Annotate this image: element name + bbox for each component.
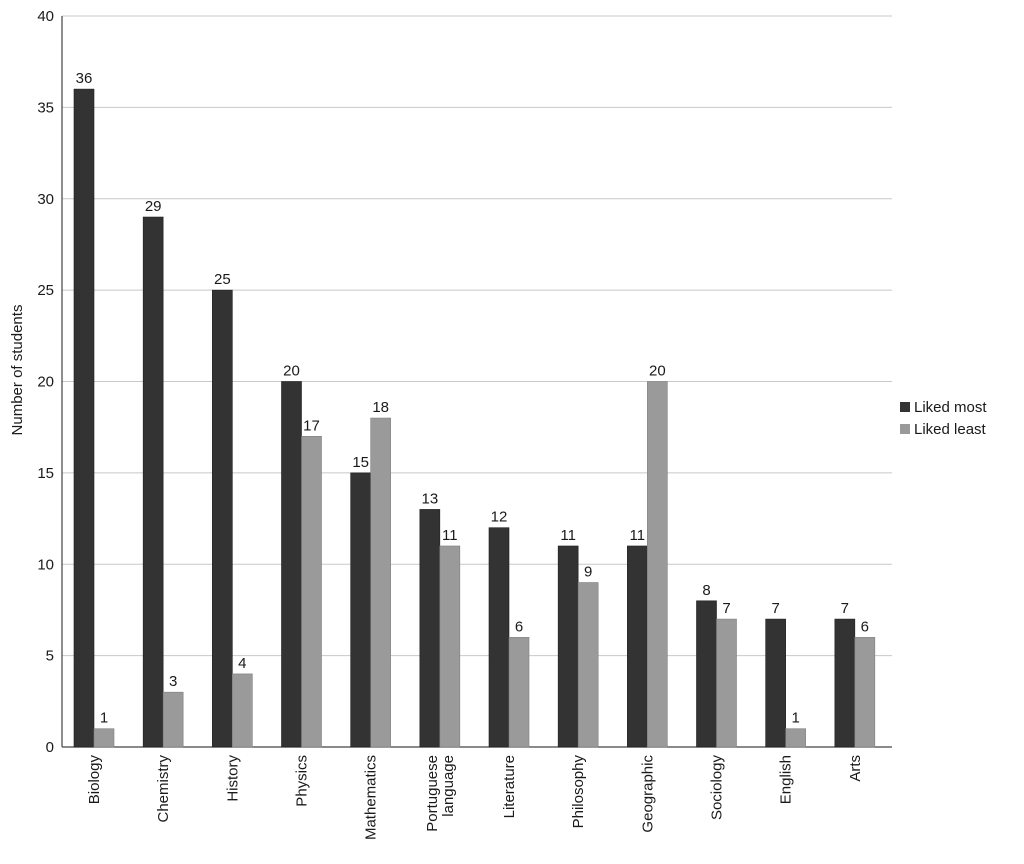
y-axis-title: Number of students: [9, 305, 26, 436]
axes: 0 5 10 15 20 25 30 35 40: [37, 8, 892, 756]
bar-liked-most: [419, 509, 441, 748]
legend-label: Liked least: [914, 421, 987, 438]
y-tick-label: 10: [37, 556, 54, 573]
bar-liked-most: [627, 545, 648, 748]
legend-swatch: [900, 402, 910, 412]
x-tick-label: Chemistry: [155, 755, 172, 823]
bar-liked-least: [162, 691, 184, 748]
data-label: 1: [100, 710, 108, 727]
x-category-label: Arts: [847, 755, 864, 782]
data-label: 13: [421, 490, 438, 507]
bar-liked-most: [142, 216, 164, 748]
data-label: 12: [491, 509, 508, 526]
data-label: 18: [372, 399, 389, 416]
bar-liked-least: [93, 728, 115, 748]
legend-label: Liked most: [914, 399, 987, 416]
y-tick-label: 30: [37, 191, 54, 208]
y-tick-label: 5: [46, 648, 54, 665]
legend-swatch: [900, 424, 910, 434]
bar-liked-least: [370, 417, 391, 748]
bar-liked-least: [716, 618, 737, 748]
x-tick-label: Portugueselanguage: [424, 755, 457, 832]
y-tick-label: 40: [37, 8, 54, 25]
bar-liked-most: [834, 618, 856, 748]
y-tick-label: 25: [37, 282, 54, 299]
x-category-label: Geographic: [639, 755, 656, 833]
bar-liked-least: [785, 728, 806, 748]
data-label: 7: [722, 600, 730, 617]
category-labels: Biology Chemistry History Physics Mathematic…: [86, 755, 864, 841]
y-tick-label: 20: [37, 374, 54, 391]
data-label: 3: [169, 673, 177, 690]
data-label: 17: [303, 417, 320, 434]
x-tick-label: Arts: [847, 755, 864, 782]
bar-liked-least: [232, 673, 253, 748]
bar-liked-most: [765, 618, 786, 748]
x-category-label: Chemistry: [155, 755, 172, 823]
x-category-label: Biology: [86, 755, 103, 805]
data-label: 6: [861, 618, 869, 635]
bar-liked-most: [212, 289, 233, 748]
bar-liked-most: [281, 381, 302, 748]
x-tick-label: Literature: [501, 755, 518, 818]
data-label: 15: [352, 454, 369, 471]
bar-liked-most: [73, 88, 95, 748]
data-label: 20: [283, 363, 300, 380]
bar-liked-most: [696, 600, 717, 748]
x-tick-label: History: [224, 755, 241, 802]
data-label: 1: [791, 710, 799, 727]
x-category-label: Sociology: [709, 755, 726, 821]
data-label: 36: [76, 70, 93, 87]
x-tick-label: Sociology: [709, 755, 726, 821]
x-tick-label: English: [778, 755, 795, 804]
x-tick-label: Mathematics: [363, 755, 380, 840]
bars: [73, 88, 876, 748]
bar-liked-least: [439, 545, 461, 748]
data-label: 7: [841, 600, 849, 617]
bar-liked-most: [488, 527, 510, 748]
data-label: 6: [515, 618, 523, 635]
data-label: 20: [649, 363, 666, 380]
data-label: 4: [238, 655, 246, 672]
bar-liked-most: [557, 545, 579, 748]
y-tick-label: 35: [37, 99, 54, 116]
x-category-label: Literature: [501, 755, 518, 818]
y-tick-label: 15: [37, 465, 54, 482]
x-tick-label: Biology: [86, 755, 103, 805]
x-category-label: Philosophy: [570, 755, 587, 829]
x-category-label: History: [224, 755, 241, 802]
bar-liked-least: [577, 582, 599, 748]
bar-liked-least: [301, 436, 322, 748]
data-label: 9: [584, 564, 592, 581]
bar-liked-least: [854, 637, 876, 748]
x-category-label: English: [778, 755, 795, 804]
x-tick-label: Geographic: [639, 755, 656, 833]
data-label: 8: [702, 582, 710, 599]
x-category-label: Portugueselanguage: [424, 755, 457, 832]
x-tick-label: Physics: [294, 755, 311, 807]
data-label: 11: [560, 527, 576, 544]
data-label: 29: [145, 198, 162, 215]
gridlines: [62, 15, 892, 657]
data-label: 25: [214, 271, 231, 288]
bar-liked-most: [350, 472, 371, 748]
x-tick-label: Philosophy: [570, 755, 587, 829]
legend: Liked most Liked least: [900, 399, 987, 438]
x-category-label: Mathematics: [363, 755, 380, 840]
bar-liked-least: [508, 637, 530, 748]
data-label: 11: [630, 527, 646, 544]
bar-liked-least: [647, 381, 668, 748]
data-label: 11: [442, 527, 458, 544]
data-label: 7: [771, 600, 779, 617]
x-category-label: Physics: [294, 755, 311, 807]
y-tick-label: 0: [46, 739, 54, 756]
